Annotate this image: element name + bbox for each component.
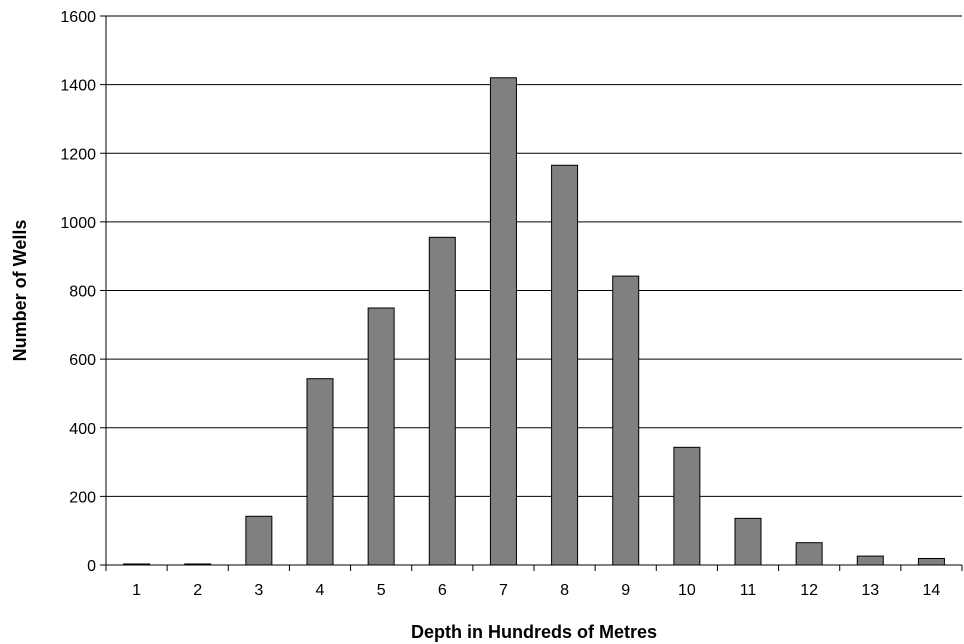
x-tick-label: 2 (193, 582, 202, 599)
bar-14 (917, 557, 945, 566)
bars (123, 77, 945, 566)
x-tick-label: 9 (621, 582, 630, 599)
bar-6 (428, 236, 456, 566)
x-tick-label: 11 (740, 582, 757, 599)
bar-7 (489, 77, 517, 566)
y-tick-label: 1600 (60, 9, 96, 26)
x-tick-label: 6 (438, 582, 447, 599)
x-axis-ticks: 1 2 3 4 5 6 7 8 9 10 11 12 13 14 (105, 565, 963, 599)
bar-12 (795, 542, 823, 566)
y-tick-label: 1000 (60, 215, 96, 232)
y-tick-label: 1400 (60, 78, 96, 95)
y-tick-label: 0 (87, 558, 96, 575)
bar-10 (673, 446, 701, 566)
x-tick-label: 13 (861, 582, 879, 599)
y-tick-label: 200 (69, 489, 96, 506)
y-tick-label: 1200 (60, 146, 96, 163)
x-tick-label: 12 (800, 582, 818, 599)
gridlines (106, 15, 962, 497)
x-tick-label: 8 (560, 582, 569, 599)
y-tick-label: 600 (69, 352, 96, 369)
x-tick-label: 5 (377, 582, 386, 599)
x-tick-label: 4 (316, 582, 325, 599)
y-tick-label: 400 (69, 421, 96, 438)
x-tick-label: 1 (132, 582, 141, 599)
bar-5 (367, 307, 395, 566)
x-axis-title: Depth in Hundreds of Metres (411, 622, 657, 642)
bar-11 (734, 517, 762, 566)
x-tick-label: 3 (254, 582, 263, 599)
bar-13 (856, 555, 884, 566)
x-tick-label: 10 (678, 582, 696, 599)
bar-4 (306, 378, 334, 566)
y-axis-ticks: 0 200 400 600 800 1000 1200 1400 1600 (60, 9, 106, 575)
x-tick-label: 7 (499, 582, 508, 599)
y-tick-label: 800 (69, 284, 96, 301)
bar-8 (551, 164, 579, 566)
x-tick-label: 14 (923, 582, 941, 599)
bar-3 (245, 515, 273, 566)
y-axis-title: Number of Wells (10, 220, 30, 362)
bar-9 (612, 275, 640, 566)
